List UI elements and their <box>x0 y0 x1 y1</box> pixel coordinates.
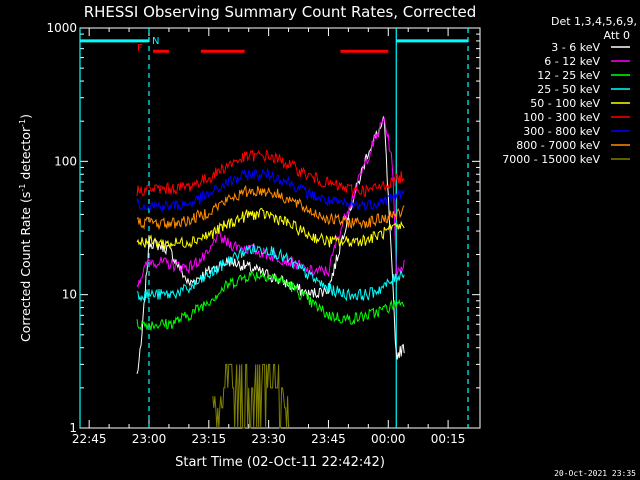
legend-entry-label: 300 - 800 keV <box>523 125 600 138</box>
legend-header-1: Det 1,3,4,5,6,9, <box>551 15 637 28</box>
flag-n-label: N <box>152 36 159 47</box>
legend-entry-label: 50 - 100 keV <box>530 97 600 110</box>
series-line <box>136 270 405 331</box>
vertical-markers <box>79 28 469 428</box>
legend-header-2: Att 0 <box>604 29 630 42</box>
legend-entry-label: 25 - 50 keV <box>537 83 600 96</box>
legend-entry-label: 3 - 6 keV <box>551 41 600 54</box>
y-axis-label-sup1: -1 <box>18 184 27 192</box>
x-tick-label: 00:00 <box>371 432 406 446</box>
x-axis-label: Start Time (02-Oct-11 22:42:42) <box>175 455 385 470</box>
y-axis-label-main: Corrected Count Rate (s <box>18 192 33 342</box>
legend-entry-label: 100 - 300 keV <box>523 111 600 124</box>
series-line <box>136 115 405 374</box>
flag-bars <box>80 39 469 53</box>
plot-area-frame <box>79 27 481 429</box>
series-line <box>212 363 290 429</box>
y-tick-label: 1000 <box>46 21 77 35</box>
series-line <box>136 243 405 303</box>
footer-date: 20-Oct-2021 23:35 <box>554 469 636 478</box>
y-axis-label-end: ) <box>18 114 33 119</box>
series-line <box>136 207 405 250</box>
flag-f-label: F <box>137 43 143 54</box>
data-series <box>136 115 405 429</box>
x-tick-label: 23:45 <box>311 432 346 446</box>
legend-entry-label: 800 - 7000 keV <box>516 139 600 152</box>
plot-frame <box>79 27 481 429</box>
x-tick-label: 22:45 <box>72 432 107 446</box>
chart-title: RHESSI Observing Summary Count Rates, Co… <box>84 3 477 21</box>
x-tick-label: 23:15 <box>192 432 227 446</box>
x-tick-label: 23:30 <box>251 432 286 446</box>
series-line <box>136 168 405 214</box>
series-line <box>136 184 405 231</box>
y-tick-label: 10 <box>62 288 77 302</box>
legend-entry-label: 12 - 25 keV <box>537 69 600 82</box>
x-tick-label: 23:00 <box>132 432 167 446</box>
y-axis-label: Corrected Count Rate (s-1 detector-1) <box>18 114 33 342</box>
y-axis-label-mid: detector <box>18 126 33 184</box>
axis-ticks: 22:45 23:00 23:15 23:30 23:45 00:00 00:15 1 10 10… <box>46 21 480 446</box>
y-tick-label: 1 <box>69 421 77 435</box>
y-tick-label: 100 <box>54 154 77 168</box>
legend-entry-label: 6 - 12 keV <box>544 55 600 68</box>
legend-entry-label: 7000 - 15000 keV <box>502 153 600 166</box>
x-tick-label: 00:15 <box>431 432 466 446</box>
y-axis-label-sup2: -1 <box>18 119 27 127</box>
series-line <box>136 116 405 289</box>
series-line <box>136 149 405 198</box>
